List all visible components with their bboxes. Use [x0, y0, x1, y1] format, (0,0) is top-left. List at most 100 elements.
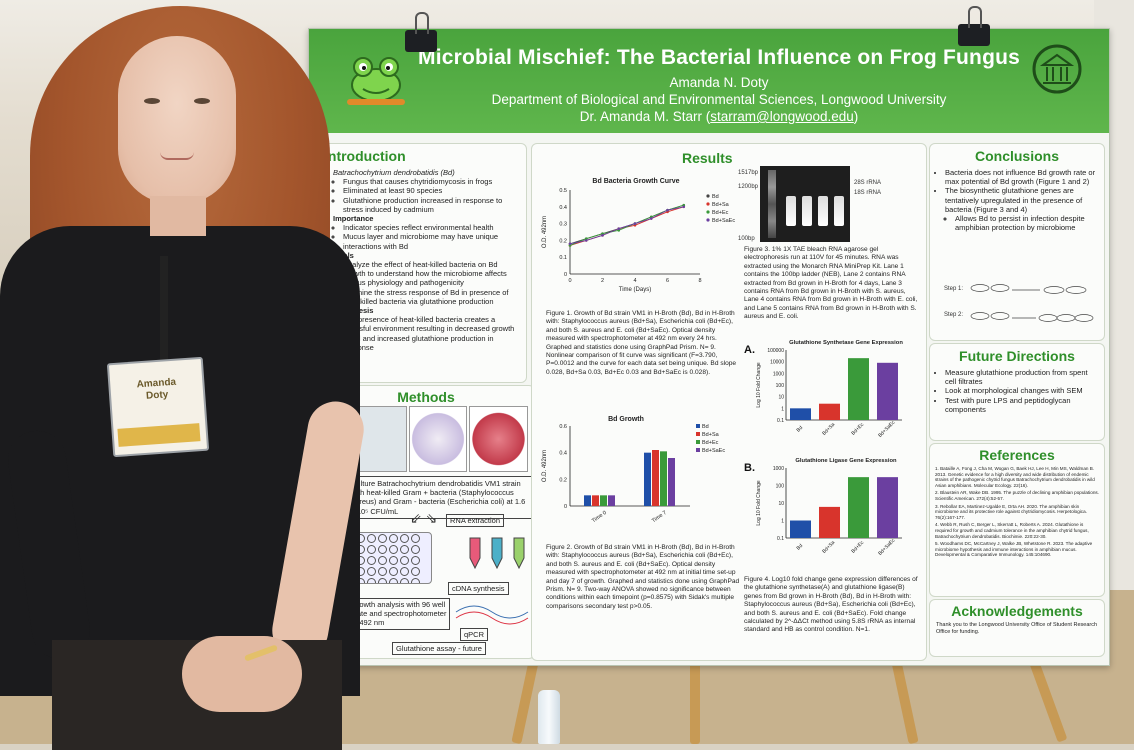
- intro-subbullet: The presence of heat-killed bacteria cre…: [343, 315, 520, 352]
- advisor-email-link[interactable]: starram@longwood.edu: [710, 109, 854, 124]
- poster-author: Amanda N. Doty: [669, 75, 769, 90]
- gram-negative-plate-image: [469, 406, 529, 472]
- figure4-caption: Figure 4. Log10 fold change gene express…: [744, 576, 918, 634]
- figure4-panel-a-label: A.: [744, 344, 755, 356]
- methods-qpcr-box: qPCR: [460, 628, 489, 642]
- ligase-expression-chart: Glutathione Ligase Gene Expression 0.1 1 10…: [756, 458, 902, 557]
- methods-culture-box: Culture Batrachochytrium dendrobatidis V…: [348, 476, 534, 519]
- bar: [819, 506, 840, 538]
- x-tick-label: Time 0: [591, 510, 608, 524]
- x-tick-label: Bd: [796, 543, 805, 552]
- data-point: [682, 205, 686, 209]
- y-tick-label: 1000: [773, 371, 784, 377]
- legend-marker: [696, 424, 700, 428]
- methods-heading: Methods: [397, 389, 455, 405]
- legend-marker: [696, 440, 700, 444]
- x-tick-label: Time 7: [651, 510, 668, 524]
- bar: [848, 358, 869, 420]
- poster-title: Microbial Mischief: The Bacterial Influe…: [418, 46, 1020, 69]
- acknowledgements-text: Thank you to the Longwood University Off…: [936, 622, 1098, 635]
- y-tick-label: 0: [564, 272, 567, 278]
- bar: [790, 408, 811, 420]
- x-tick-label: Bd+SaEc: [877, 537, 896, 556]
- gel-label-18s: 18S rRNA: [854, 190, 882, 196]
- x-tick-label: 2: [601, 278, 604, 284]
- conclusion-item: The biosynthetic glutathione genes are t…: [945, 186, 1098, 214]
- qpcr-diagram-icon: [455, 605, 529, 625]
- bar: [790, 520, 811, 538]
- name-badge: Amanda Doty: [106, 356, 210, 458]
- methods-cdna-box: cDNA synthesis: [448, 582, 509, 596]
- reference-item: 1. Bataille A, Fong J, Cha M, Wogan G, B…: [935, 466, 1095, 488]
- advisor-name: Dr. Amanda M. Starr (: [579, 109, 711, 124]
- lanyard-strap: [160, 256, 168, 360]
- easel-leg: [690, 660, 700, 744]
- intro-subbullet: Eliminated at least 90 species: [343, 186, 520, 195]
- bar: [877, 362, 898, 420]
- intro-subbullet: Glutathione production increased in resp…: [343, 196, 520, 214]
- y-tick-label: 0.2: [559, 238, 567, 244]
- y-axis-label: Log 10 Fold Change: [756, 480, 762, 526]
- x-tick-label: Bd+Ec: [850, 422, 865, 437]
- x-tick-label: 0: [568, 278, 571, 284]
- methods-rna-box: RNA extraction: [446, 514, 505, 528]
- y-axis-label: O.D. 492nm: [542, 450, 548, 482]
- bar: [668, 458, 675, 506]
- poster-banner: Microbial Mischief: The Bacterial Influe…: [309, 29, 1109, 133]
- introduction-heading: Introduction: [324, 148, 406, 164]
- y-tick-label: 100: [776, 383, 785, 389]
- chart-title: Bd Bacteria Growth Curve: [592, 178, 679, 185]
- poster-clip: [405, 12, 437, 52]
- arrows-icon: ⇙ ⇘: [410, 510, 438, 526]
- reference-item: 5. Woodhams DC, McCartney J, Walke JB, W…: [935, 541, 1093, 558]
- poster-clip: [958, 6, 990, 46]
- y-tick-label: 10000: [770, 360, 784, 366]
- x-tick-label: Bd+Sa: [821, 422, 836, 437]
- legend-label: Bd+Sa: [702, 432, 720, 438]
- future-directions-section: Future Directions Measure glutathione pr…: [929, 343, 1105, 441]
- reference-item: 4. Webb R, Rush C, Berger L, Skerratt L,…: [935, 522, 1089, 539]
- x-tick-label: 6: [666, 278, 669, 284]
- growth-curve-chart: Bd Bacteria Growth Curve 0 0.1 0.2 0.3 0.4 0.5…: [542, 178, 735, 293]
- legend-label: Bd: [712, 194, 719, 200]
- reference-item: 3. Rebollar EA, Martinez-Ugalde E, Orta …: [935, 503, 1087, 520]
- future-item: Measure glutathione production from spen…: [945, 368, 1098, 386]
- y-tick-label: 0.3: [559, 222, 567, 228]
- methods-photos: [348, 406, 529, 472]
- legend-marker: [706, 218, 710, 222]
- references-section: References 1. Bataille A, Fong J, Cha M,…: [929, 443, 1105, 597]
- poster-advisor: Dr. Amanda M. Starr (starram@longwood.ed…: [389, 109, 1049, 124]
- reference-item: 2. Blaustein AR, Wake DB. 1995. The puzz…: [935, 490, 1099, 501]
- intro-subbullet: Mucus layer and microbiome may have uniq…: [343, 232, 520, 250]
- y-tick-label: 0.1: [777, 418, 784, 424]
- y-tick-label: 1: [781, 519, 784, 525]
- x-tick-label: 8: [698, 278, 701, 284]
- references-list: 1. Bataille A, Fong J, Cha M, Wogan G, B…: [930, 466, 1104, 558]
- x-tick-label: Bd+SaEc: [877, 419, 896, 438]
- acknowledgements-heading: Acknowledgements: [951, 603, 1083, 619]
- glutathione-pathway-diagram: [970, 284, 1094, 322]
- conclusion-subitem: Allows Bd to persist in infection despit…: [955, 214, 1098, 232]
- bar: [819, 403, 840, 420]
- university-seal-icon: [1032, 44, 1082, 94]
- pathway-step2-label: Step 2:: [944, 312, 964, 318]
- y-tick-label: 10: [778, 395, 784, 401]
- y-tick-label: 0.4: [559, 205, 567, 211]
- legend-label: Bd+Ec: [712, 210, 729, 216]
- data-point: [649, 217, 653, 220]
- acknowledgements-section: Acknowledgements Thank you to the Longwo…: [929, 599, 1105, 657]
- intro-bullet: Batrachochytrium dendrobatidis (Bd): [333, 168, 455, 177]
- y-tick-label: 0.5: [559, 188, 567, 194]
- legend-marker: [696, 432, 700, 436]
- frog-logo-icon: [347, 57, 405, 105]
- y-tick-label: 0: [564, 504, 567, 510]
- y-tick-label: 0.1: [559, 255, 567, 261]
- bar: [584, 495, 591, 506]
- x-tick-label: Bd: [796, 425, 805, 434]
- water-bottle: [538, 690, 560, 744]
- bar: [877, 477, 898, 538]
- poster-department: Department of Biological and Environment…: [491, 92, 947, 107]
- gel-marker-1200: 1200bp: [738, 184, 759, 190]
- legend-label: Bd+Sa: [712, 202, 730, 208]
- legend-label: Bd+SaEc: [712, 218, 735, 224]
